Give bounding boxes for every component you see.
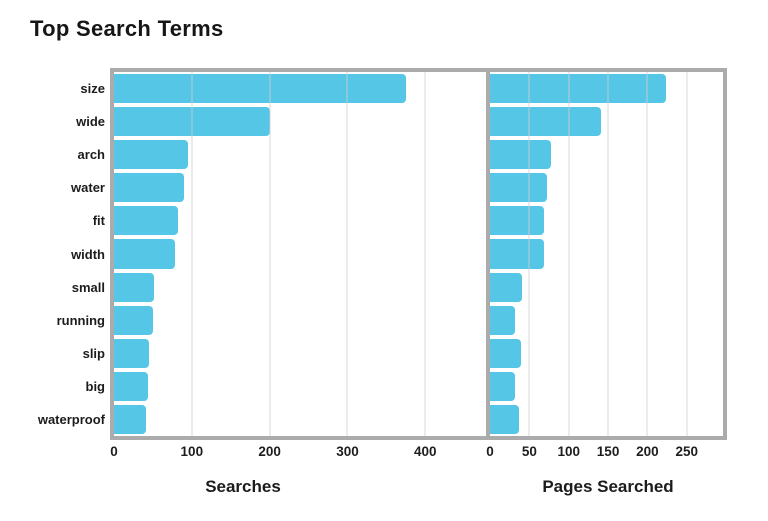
chart-title: Top Search Terms	[30, 16, 224, 41]
bar-arch-searches	[114, 140, 188, 170]
gridline-200	[646, 72, 649, 436]
bar-row-slip	[114, 337, 486, 370]
bar-row-small	[490, 271, 723, 304]
bar-big-pages	[490, 371, 516, 401]
bar-row-arch	[114, 138, 486, 171]
bar-row-size	[490, 72, 723, 105]
bar-waterproof-pages	[490, 404, 520, 435]
gridline-300	[346, 72, 349, 436]
gridline-250	[685, 72, 688, 436]
bar-size-pages	[490, 74, 667, 104]
bar-row-waterproof	[114, 403, 486, 436]
bar-row-small	[114, 271, 486, 304]
gridline-150	[607, 72, 610, 436]
gridline-400	[424, 72, 427, 436]
x-tick-400: 400	[414, 444, 437, 459]
bar-size-searches	[114, 74, 406, 104]
x-tick-250: 250	[675, 444, 699, 459]
x-tick-0: 0	[486, 444, 494, 459]
bar-row-running	[490, 304, 723, 337]
bar-width-pages	[490, 239, 544, 269]
bar-row-slip	[490, 337, 723, 370]
bar-small-pages	[490, 272, 523, 302]
category-label-waterproof: waterproof	[37, 411, 105, 427]
x-tick-100: 100	[180, 444, 204, 459]
bar-row-big	[490, 370, 723, 403]
bar-row-arch	[490, 138, 723, 171]
bar-fit-pages	[490, 206, 545, 236]
x-tick-150: 150	[596, 444, 620, 459]
category-label-big: big	[85, 378, 106, 394]
category-label-water: water	[71, 180, 105, 196]
bar-row-size	[114, 72, 486, 105]
bar-row-waterproof	[490, 403, 723, 436]
bar-row-wide	[114, 105, 486, 138]
bar-running-searches	[114, 305, 153, 335]
bar-water-searches	[114, 173, 185, 203]
pages-searched-x-ticks: 0 50 100 150 200 250	[486, 444, 723, 462]
pages-searched-bars	[490, 72, 723, 436]
category-label-width: width	[71, 246, 105, 262]
x-tick-50: 50	[521, 444, 537, 459]
searches-x-ticks: 0 100 200 300 400	[110, 444, 486, 462]
bar-row-water	[114, 171, 486, 204]
category-label-running: running	[56, 312, 105, 328]
bar-row-fit	[114, 204, 486, 237]
category-label-small: small	[71, 279, 105, 295]
bar-water-pages	[490, 173, 547, 203]
x-tick-100: 100	[557, 444, 580, 459]
bar-waterproof-searches	[114, 404, 146, 435]
x-tick-0: 0	[110, 444, 118, 459]
pages-searched-panel	[486, 68, 727, 440]
bar-row-big	[114, 370, 486, 403]
bar-small-searches	[114, 272, 155, 302]
x-tick-200: 200	[258, 444, 281, 459]
bar-fit-searches	[114, 206, 178, 236]
category-label-arch: arch	[77, 147, 105, 163]
bar-row-width	[490, 237, 723, 270]
x-tick-200: 200	[636, 444, 659, 459]
category-label-size: size	[80, 81, 105, 97]
searches-bars	[114, 72, 486, 436]
gridline-100	[190, 72, 193, 436]
bar-width-searches	[114, 239, 175, 269]
searches-panel	[110, 68, 490, 440]
gridline-100	[567, 72, 570, 436]
bar-slip-searches	[114, 338, 150, 368]
x-tick-300: 300	[336, 444, 359, 459]
bar-row-width	[114, 237, 486, 270]
bar-wide-pages	[490, 107, 601, 137]
bar-row-water	[490, 171, 723, 204]
bar-running-pages	[490, 305, 516, 335]
category-label-wide: wide	[76, 114, 105, 130]
bar-row-wide	[490, 105, 723, 138]
category-label-fit: fit	[92, 213, 105, 229]
searches-axis-label: Searches	[205, 477, 281, 496]
bar-slip-pages	[490, 338, 522, 368]
category-label-slip: slip	[82, 345, 105, 361]
gridline-200	[268, 72, 271, 436]
bar-big-searches	[114, 371, 149, 401]
bar-arch-pages	[490, 140, 551, 170]
gridline-50	[528, 72, 531, 436]
pages-searched-axis-label: Pages Searched	[542, 477, 674, 496]
bar-row-fit	[490, 204, 723, 237]
category-axis: size wide arch water fit width small running sli…	[16, 72, 105, 436]
bar-wide-searches	[114, 107, 270, 137]
bar-row-running	[114, 304, 486, 337]
